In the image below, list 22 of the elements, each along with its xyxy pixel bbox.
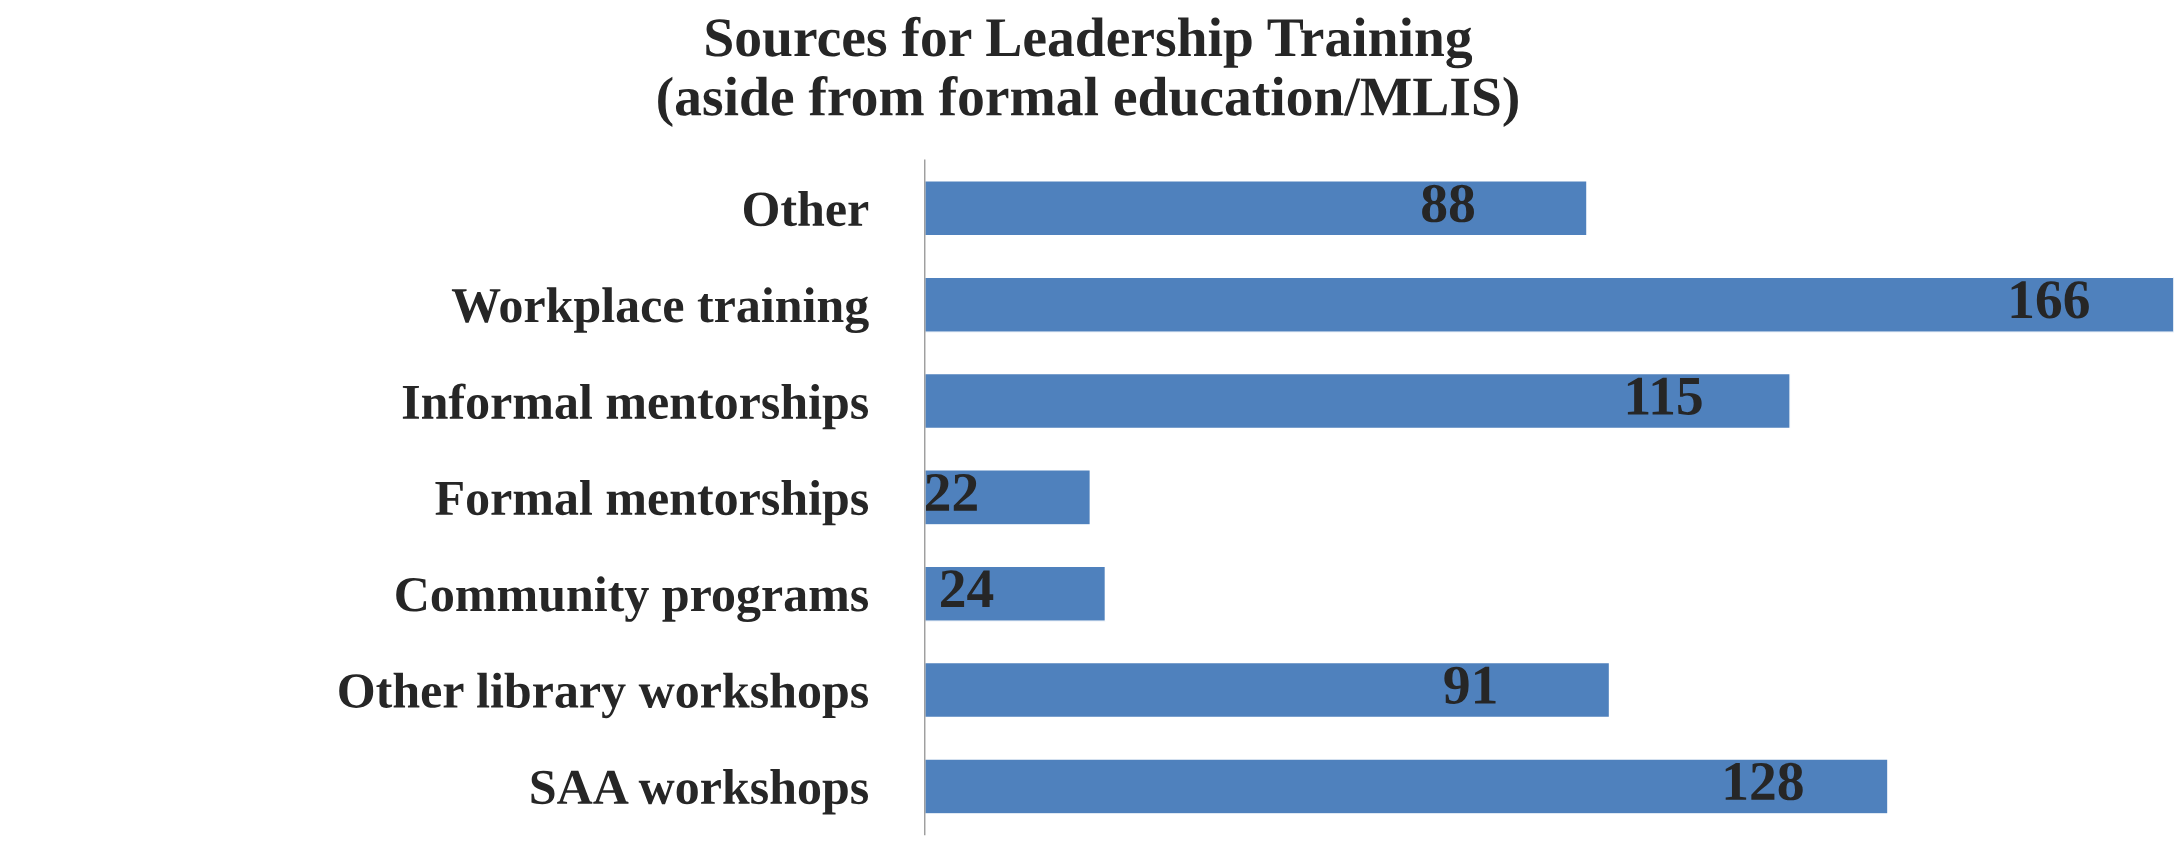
- bar: [924, 276, 2174, 333]
- bar: [924, 372, 1791, 430]
- data-label: 91: [1444, 666, 1496, 704]
- bar: [924, 661, 1611, 719]
- data-label: 166: [2011, 281, 2089, 319]
- y-tick-label: Informal mentorships: [402, 383, 869, 430]
- bar: [924, 758, 1889, 815]
- bar: [924, 565, 1107, 622]
- data-label: 115: [1627, 377, 1702, 415]
- chart-title: Sources for Leadership Training (aside from formal education/MLIS): [658, 16, 1518, 128]
- y-tick-label: Formal mentorships: [435, 480, 869, 526]
- y-tick-label: Workplace training: [451, 287, 869, 334]
- bar: [924, 180, 1588, 237]
- bar: [924, 469, 1092, 526]
- data-label: 88: [1422, 184, 1474, 223]
- y-tick-label: Other: [743, 190, 869, 227]
- data-label: 24: [941, 570, 994, 608]
- data-label: 128: [1725, 762, 1803, 801]
- y-tick-label: Community programs: [396, 576, 869, 623]
- y-tick-label: SAA workshops: [531, 769, 869, 815]
- data-label: 22: [926, 473, 977, 511]
- y-tick-label: Other library workshops: [339, 672, 869, 719]
